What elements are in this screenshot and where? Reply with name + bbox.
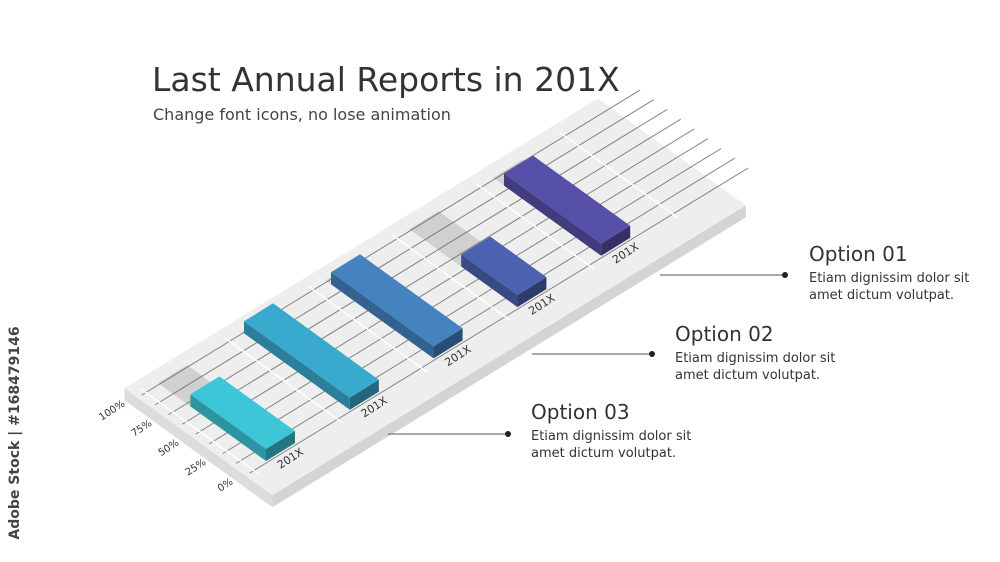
bar-2-end	[349, 379, 379, 410]
y-tick-label: 75%	[130, 418, 155, 439]
platform-front-edge	[272, 205, 746, 508]
gridline	[154, 99, 654, 406]
gridline	[249, 167, 749, 474]
row-separator	[307, 285, 428, 373]
option-03-text: Etiam dignissim dolor sit amet dictum vo…	[531, 428, 691, 462]
bar-4-top	[461, 236, 547, 296]
bar-3-end	[433, 328, 463, 359]
option-2-dot	[649, 351, 655, 357]
option-02: Option 02 Etiam dignissim dolor sit amet…	[675, 322, 835, 384]
bar-1	[190, 376, 295, 461]
option-02-title: Option 02	[675, 322, 774, 346]
option-01-text-line1: Etiam dignissim dolor sit	[809, 271, 970, 286]
option-03-text-line2: amet dictum volutpat.	[531, 446, 677, 461]
bar-2-side	[244, 321, 350, 410]
y-tick-label: 50%	[157, 438, 182, 459]
row-separator	[558, 131, 679, 219]
option-01-title: Option 01	[809, 242, 908, 266]
row-separator	[391, 234, 512, 322]
gridline	[181, 118, 681, 425]
option-3-dot	[505, 431, 511, 437]
gridline	[235, 157, 735, 464]
option-01-text-line2: amet dictum volutpat.	[809, 288, 955, 303]
stock-watermark: Adobe Stock | #168479146	[2, 318, 28, 548]
bar-3-side	[331, 272, 434, 359]
bar-5-end	[601, 225, 631, 256]
bar-1-side	[190, 394, 266, 461]
bar-1-top	[190, 376, 295, 449]
chart-title: Last Annual Reports in 201X	[152, 60, 620, 99]
option-03-title: Option 03	[531, 400, 630, 424]
bar-5	[504, 155, 631, 256]
option-1-dot	[782, 272, 788, 278]
gridline	[208, 138, 708, 445]
bar-5-side	[504, 173, 602, 256]
option-01-text: Etiam dignissim dolor sit amet dictum vo…	[809, 270, 969, 304]
option-connectors	[388, 272, 788, 437]
y-tick-label: 0%	[216, 477, 235, 495]
bar-3	[331, 254, 463, 359]
gridline	[168, 108, 668, 416]
option-01: Option 01 Etiam dignissim dolor sit amet…	[809, 242, 969, 304]
bar-2-top	[244, 303, 379, 398]
row-separator	[223, 336, 344, 424]
option-02-text-line2: amet dictum volutpat.	[675, 368, 821, 383]
platform-left-edge	[124, 388, 273, 508]
bar-4-side	[461, 254, 518, 308]
row-separator	[475, 182, 595, 270]
bar-1-end	[266, 431, 295, 461]
bar-4-end	[517, 277, 547, 308]
option-03: Option 03 Etiam dignissim dolor sit amet…	[531, 400, 691, 462]
option-03-text-line1: Etiam dignissim dolor sit	[531, 429, 692, 444]
y-tick-label: 25%	[184, 457, 209, 478]
stock-watermark-text: Adobe Stock | #168479146	[7, 326, 23, 540]
y-tick-label: 100%	[97, 399, 127, 424]
option-02-text: Etiam dignissim dolor sit amet dictum vo…	[675, 350, 835, 384]
option-02-text-line1: Etiam dignissim dolor sit	[675, 351, 836, 366]
bar-2	[244, 303, 379, 410]
gridline	[195, 128, 695, 435]
row-separator	[139, 388, 260, 476]
gridline	[222, 147, 722, 455]
chart-subtitle: Change font icons, no lose animation	[153, 105, 451, 124]
bar-4	[461, 236, 547, 308]
chart-bars	[190, 155, 631, 461]
bar-3-top	[331, 254, 463, 347]
bar-5-top	[504, 155, 631, 244]
gridline	[141, 89, 641, 396]
